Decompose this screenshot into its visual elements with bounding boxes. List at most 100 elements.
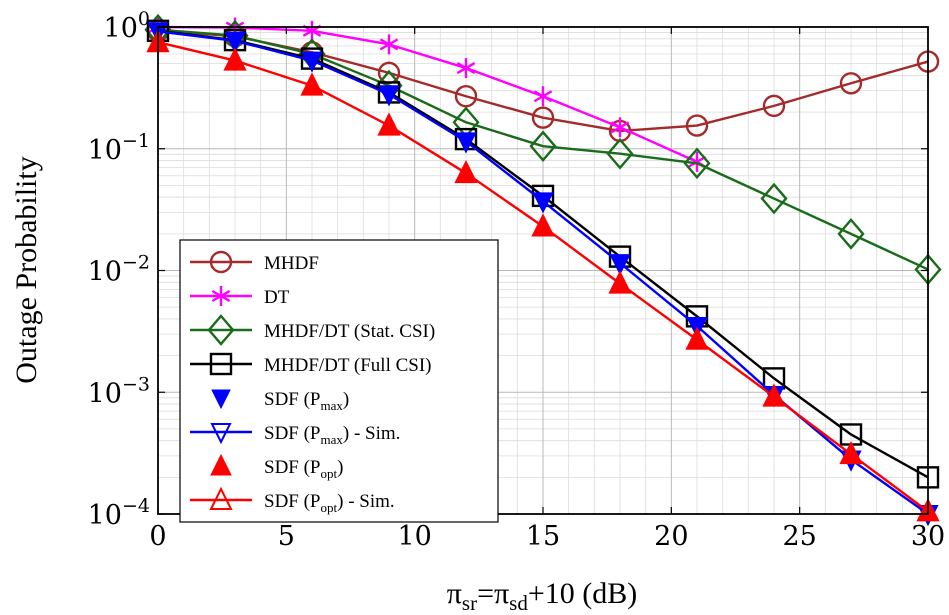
legend-label: MHDF/DT (Stat. CSI) <box>264 321 435 342</box>
marker-shape <box>529 130 557 163</box>
x-label-base1: π <box>447 577 462 610</box>
x-tick-label: 5 <box>278 521 295 552</box>
legend-label: SDF (Pmax) - Sim. <box>264 423 400 447</box>
data-point-2 <box>683 147 711 180</box>
data-point-5 <box>147 22 169 44</box>
x-label-sub1: sr <box>462 591 477 615</box>
legend-entry: SDF (Pmax) - Sim. <box>190 423 400 447</box>
marker-shape <box>147 22 169 44</box>
data-point-2 <box>837 218 865 250</box>
data-point-7 <box>685 326 709 350</box>
legend-label: SDF (Popt) <box>264 457 343 481</box>
data-point-7 <box>377 112 401 136</box>
data-point-5 <box>455 132 477 154</box>
data-point-0 <box>454 85 478 108</box>
marker-shape <box>916 498 940 522</box>
marker-shape <box>683 147 711 180</box>
y-tick-label: 100 <box>104 8 150 44</box>
x-tick-label: 10 <box>397 521 431 552</box>
marker-shape <box>609 254 631 276</box>
data-point-5 <box>224 31 246 54</box>
marker-shape <box>839 440 863 465</box>
marker-shape <box>379 38 399 51</box>
x-label-mid: =π <box>477 577 509 610</box>
marker-shape <box>685 326 709 350</box>
data-point-1 <box>456 58 476 79</box>
legend-marker <box>207 314 235 346</box>
grid-layer <box>157 26 929 515</box>
legend-entry: MHDF/DT (Stat. CSI) <box>190 314 435 346</box>
marker-shape <box>207 314 235 346</box>
x-tick-label: 15 <box>526 521 560 552</box>
marker-shape <box>378 85 400 107</box>
legend-entry: DT <box>190 286 290 308</box>
marker-shape <box>454 85 478 108</box>
x-label-tail: +10 (dB) <box>528 577 637 610</box>
data-point-5 <box>378 85 400 107</box>
marker-shape <box>760 182 788 215</box>
data-point-5 <box>532 192 554 214</box>
data-point-0 <box>531 106 555 129</box>
marker-shape <box>762 383 786 407</box>
marker-shape <box>610 121 630 134</box>
legend-entry: SDF (Popt) - Sim. <box>190 486 395 515</box>
marker-shape <box>762 94 786 118</box>
data-point-7 <box>300 72 324 96</box>
ticks-layer <box>157 26 929 515</box>
data-point-7 <box>454 159 478 184</box>
data-point-7 <box>762 383 786 407</box>
marker-shape <box>531 106 555 129</box>
legend-entry: SDF (Pmax) <box>211 389 349 413</box>
x-axis-label: πsr=πsd+10 (dB) <box>447 577 638 615</box>
data-point-2 <box>760 182 788 215</box>
x-tick-label: 25 <box>782 521 816 552</box>
x-tick-label: 0 <box>149 521 166 552</box>
marker-shape <box>210 453 232 476</box>
y-tick-label: 10−2 <box>88 252 150 288</box>
legend-label: MHDF/DT (Full CSI) <box>264 355 432 376</box>
legend-box <box>179 239 499 523</box>
marker-shape <box>532 192 554 214</box>
marker-shape <box>685 114 709 137</box>
marker-shape <box>454 159 478 184</box>
marker-shape <box>377 112 401 136</box>
legend-marker <box>211 286 231 306</box>
data-point-5 <box>609 254 631 276</box>
legend-marker <box>210 423 232 445</box>
data-point-7 <box>531 213 555 237</box>
legend-label: DT <box>264 287 290 308</box>
legend-marker <box>210 453 232 476</box>
series-line-7 <box>157 41 929 513</box>
marker-shape <box>837 218 865 250</box>
y-axis-label: Outage Probability <box>10 156 43 383</box>
legend-marker <box>209 486 233 510</box>
marker-shape <box>209 250 233 274</box>
marker-shape <box>456 62 476 75</box>
x-tick-label: 30 <box>911 521 945 552</box>
legend-entry: MHDF/DT (Full CSI) <box>190 352 432 376</box>
marker-shape <box>300 72 324 96</box>
x-tick-label: 20 <box>654 521 688 552</box>
marker-shape <box>533 90 553 103</box>
marker-shape <box>606 137 634 170</box>
legend-entry: SDF (Popt) <box>210 453 343 481</box>
y-tick-label: 10−1 <box>88 130 150 166</box>
labels-layer: 0 5 10 15 20 25 30 100 10−1 10−2 10−3 10−4 <box>88 8 946 552</box>
data-point-2 <box>606 137 634 170</box>
data-point-1 <box>610 117 630 138</box>
series-line-2 <box>157 28 929 271</box>
data-point-7 <box>608 270 632 294</box>
series-line-1 <box>157 25 698 163</box>
legend-label: SDF (Pmax) <box>264 389 349 413</box>
data-point-0 <box>762 94 786 118</box>
data-point-7 <box>839 440 863 465</box>
marker-shape <box>210 423 232 445</box>
data-point-5 <box>686 317 708 339</box>
data-point-5 <box>301 51 323 73</box>
marker-shape <box>211 289 231 303</box>
data-point-2 <box>529 130 557 163</box>
y-tick-label: 10−3 <box>88 373 150 409</box>
marker-shape <box>211 389 231 410</box>
legend-entries: MHDF DT MHDF/DT (Stat. CSI) MHDF/DT (Full C… <box>190 250 435 515</box>
